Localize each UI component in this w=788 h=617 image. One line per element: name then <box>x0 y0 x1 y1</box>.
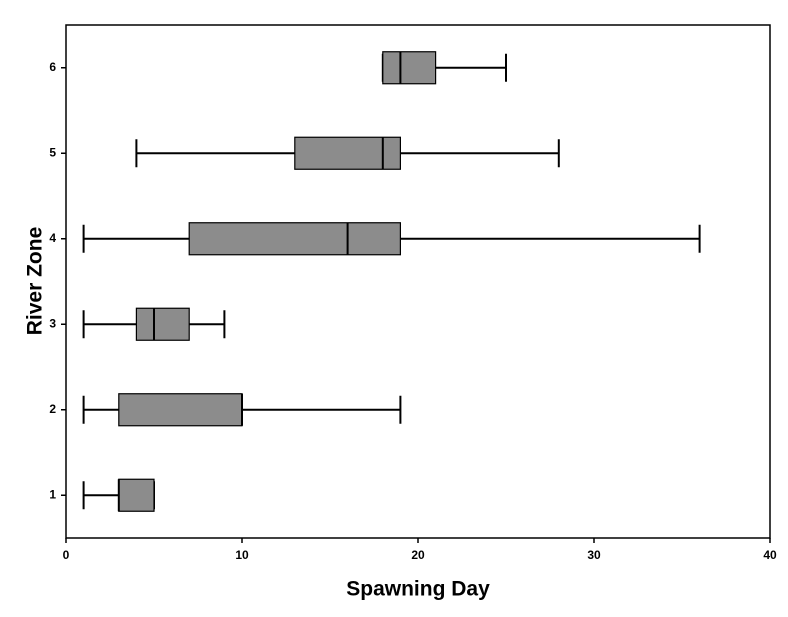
box <box>382 51 437 85</box>
box <box>188 222 401 256</box>
x-tick-label: 40 <box>763 548 777 562</box>
y-tick-label: 6 <box>49 60 56 74</box>
x-tick-label: 20 <box>411 548 425 562</box>
x-axis-title: Spawning Day <box>346 578 490 601</box>
y-tick-label: 1 <box>49 487 56 501</box>
x-tick-label: 0 <box>63 548 70 562</box>
plot-frame <box>65 24 771 539</box>
box <box>118 478 155 512</box>
y-tick-label: 4 <box>49 231 56 245</box>
y-tick-label: 5 <box>49 145 56 159</box>
box <box>118 393 243 427</box>
box <box>135 307 190 341</box>
x-tick-label: 10 <box>235 548 249 562</box>
y-tick-label: 3 <box>49 316 56 330</box>
y-axis-title: River Zone <box>24 227 47 336</box>
x-tick-label: 30 <box>587 548 601 562</box>
box <box>294 136 401 170</box>
y-tick-label: 2 <box>49 402 56 416</box>
